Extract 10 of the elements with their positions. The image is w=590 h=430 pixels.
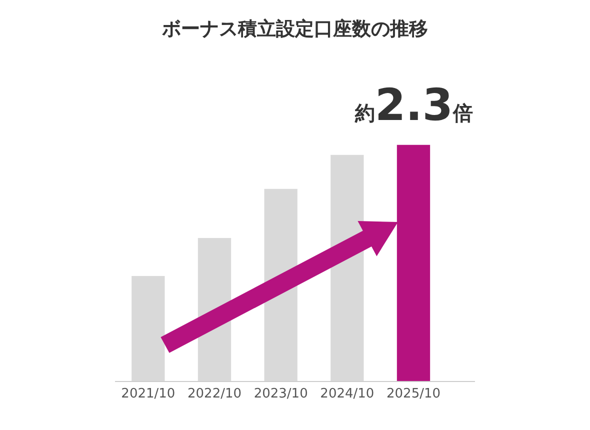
bar: [330, 154, 364, 381]
x-tick-label: 2022/10: [187, 386, 242, 402]
text: 約2.3倍: [354, 80, 473, 131]
chart-title: ボーナス積立設定口座数の推移: [161, 18, 428, 40]
bar: [396, 144, 430, 381]
x-tick-label: 2024/10: [320, 386, 374, 402]
bar: [132, 276, 165, 381]
x-tick-label: 2023/10: [254, 386, 308, 402]
x-tick-label: 2021/10: [121, 386, 176, 402]
x-tick-label: 2025/10: [386, 386, 441, 402]
